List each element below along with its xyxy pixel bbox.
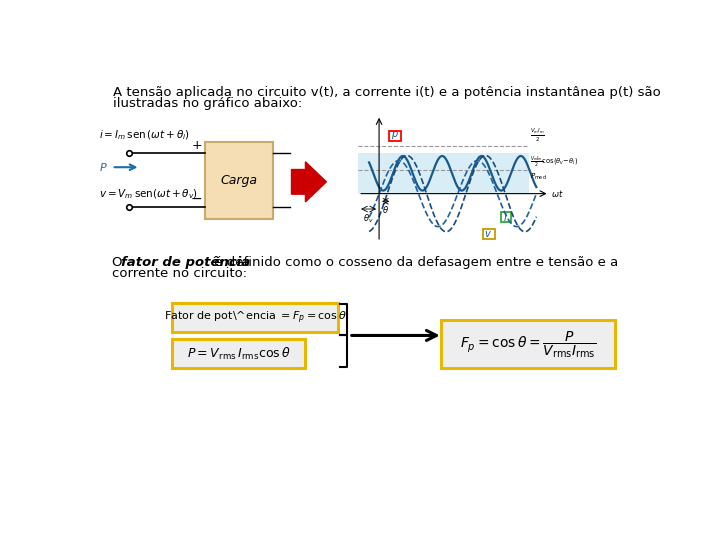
Text: ilustradas no gráfico abaixo:: ilustradas no gráfico abaixo: bbox=[113, 97, 302, 110]
Text: é definido como o cosseno da defasagem entre e tensão e a: é definido como o cosseno da defasagem e… bbox=[210, 256, 618, 269]
FancyBboxPatch shape bbox=[500, 212, 510, 222]
Text: $i = I_m\,\mathrm{sen}\,(\omega t + \theta_i)$: $i = I_m\,\mathrm{sen}\,(\omega t + \the… bbox=[99, 128, 190, 142]
Text: corrente no circuito:: corrente no circuito: bbox=[112, 267, 247, 280]
Text: O: O bbox=[112, 256, 127, 269]
Text: $\theta_v$: $\theta_v$ bbox=[363, 212, 374, 225]
Text: $P = V_{\rm rms}\,I_{\rm rms}\cos\theta$: $P = V_{\rm rms}\,I_{\rm rms}\cos\theta$ bbox=[187, 346, 291, 362]
Text: fator de potência: fator de potência bbox=[121, 256, 251, 269]
FancyBboxPatch shape bbox=[172, 339, 305, 368]
Text: $\frac{V_m I_m}{2}$: $\frac{V_m I_m}{2}$ bbox=[530, 127, 545, 144]
Text: $\frac{V_m I_m}{2}\cos(\theta_v\!-\!\theta_i)$: $\frac{V_m I_m}{2}\cos(\theta_v\!-\!\the… bbox=[530, 154, 578, 170]
Text: $\omega t$: $\omega t$ bbox=[551, 188, 564, 199]
Text: $i$: $i$ bbox=[503, 211, 508, 222]
FancyBboxPatch shape bbox=[441, 320, 615, 368]
Text: $P_{\rm med}$: $P_{\rm med}$ bbox=[530, 172, 546, 182]
Polygon shape bbox=[292, 162, 326, 202]
FancyBboxPatch shape bbox=[204, 142, 273, 219]
Text: $v$: $v$ bbox=[485, 228, 492, 239]
FancyBboxPatch shape bbox=[358, 153, 528, 194]
FancyBboxPatch shape bbox=[172, 303, 338, 332]
Text: $v = V_m\,\mathrm{sen}(\omega t + \theta_v)$: $v = V_m\,\mathrm{sen}(\omega t + \theta… bbox=[99, 187, 198, 201]
Text: −: − bbox=[191, 192, 202, 206]
Text: $\theta$: $\theta$ bbox=[382, 205, 389, 215]
FancyBboxPatch shape bbox=[483, 229, 495, 239]
Text: $F_p = \cos\theta = \dfrac{P}{V_{\rm rms}I_{\rm rms}}$: $F_p = \cos\theta = \dfrac{P}{V_{\rm rms… bbox=[460, 329, 596, 360]
Text: A tensão aplicada no circuito v(t), a corrente i(t) e a potência instantânea p(t: A tensão aplicada no circuito v(t), a co… bbox=[113, 86, 661, 99]
Text: +: + bbox=[192, 139, 202, 152]
FancyBboxPatch shape bbox=[389, 131, 401, 140]
Text: $P$: $P$ bbox=[99, 161, 108, 173]
Text: Carga: Carga bbox=[220, 174, 257, 187]
Text: Fator de pot\^encia $= F_p = \cos\theta$: Fator de pot\^encia $= F_p = \cos\theta$ bbox=[163, 309, 346, 326]
Text: $p$: $p$ bbox=[391, 129, 398, 141]
